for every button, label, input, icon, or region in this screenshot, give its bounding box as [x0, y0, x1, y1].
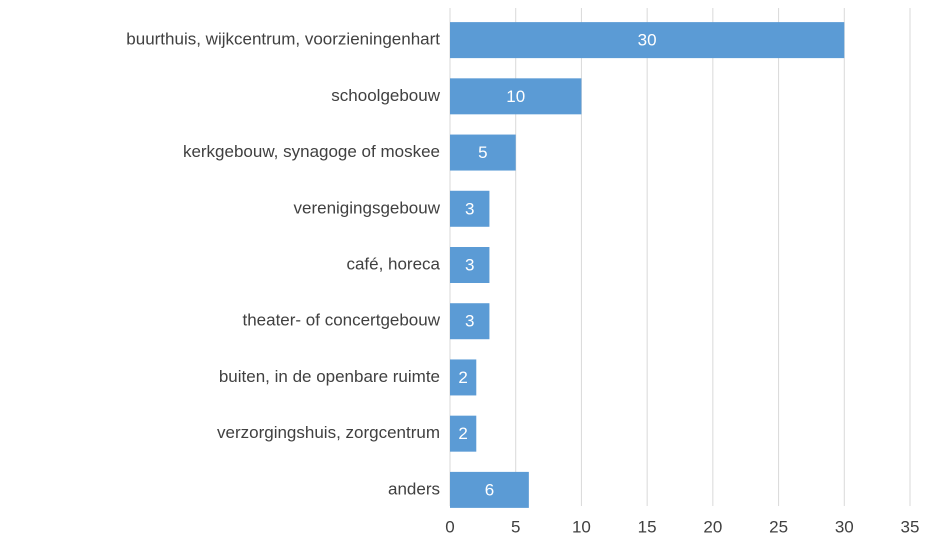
data-label: 3 — [465, 255, 474, 274]
data-label: 10 — [506, 87, 525, 106]
y-tick-label: anders — [388, 479, 440, 498]
bar — [450, 190, 490, 227]
bar — [450, 415, 477, 452]
data-label: 5 — [478, 143, 487, 162]
x-tick-label: 15 — [638, 517, 657, 536]
bar — [450, 134, 516, 171]
x-tick-label: 5 — [511, 517, 520, 536]
bar — [450, 247, 490, 283]
data-label: 30 — [638, 31, 657, 50]
x-tick-label: 20 — [703, 517, 722, 536]
y-tick-label: buiten, in de openbare ruimte — [219, 367, 440, 386]
y-tick-label: café, horeca — [346, 254, 440, 273]
bar — [450, 22, 845, 59]
data-label: 3 — [465, 312, 474, 331]
data-label: 2 — [458, 368, 467, 387]
y-tick-label: schoolgebouw — [331, 86, 440, 105]
bar — [450, 303, 490, 340]
y-tick-label: kerkgebouw, synagoge of moskee — [183, 142, 440, 161]
y-tick-label: verzorgingshuis, zorgcentrum — [217, 423, 440, 442]
y-tick-label: verenigingsgebouw — [294, 198, 441, 217]
y-tick-label: theater- of concertgebouw — [242, 311, 440, 330]
x-tick-label: 10 — [572, 517, 591, 536]
bar — [450, 78, 582, 115]
data-label: 6 — [485, 480, 494, 499]
x-tick-label: 35 — [901, 517, 920, 536]
x-tick-label: 30 — [835, 517, 854, 536]
y-tick-label: buurthuis, wijkcentrum, voorzieningenhar… — [126, 30, 440, 49]
x-tick-label: 25 — [769, 517, 788, 536]
data-label: 2 — [458, 424, 467, 443]
bar — [450, 359, 477, 396]
x-tick-label: 0 — [445, 517, 454, 536]
bar — [450, 471, 529, 508]
data-label: 3 — [465, 199, 474, 218]
